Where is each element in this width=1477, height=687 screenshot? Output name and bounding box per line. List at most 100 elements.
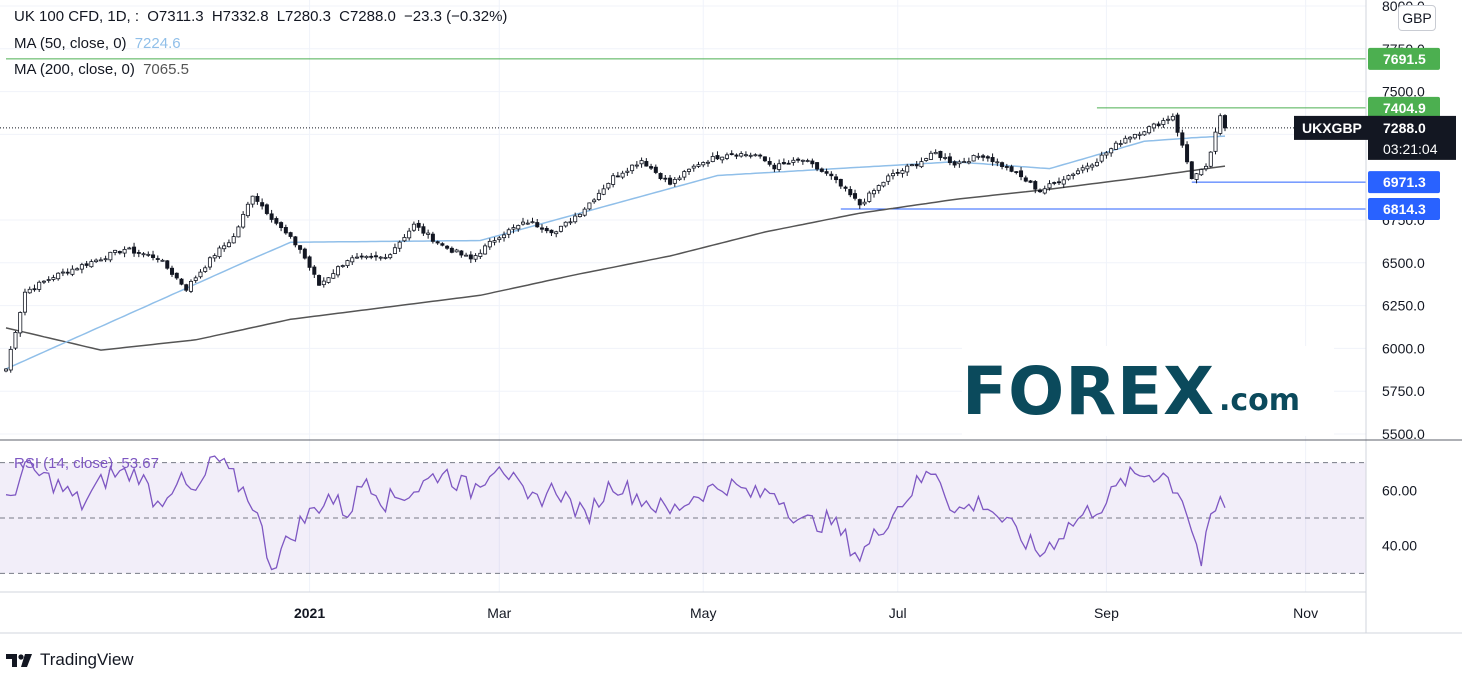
candle-up [525,222,530,225]
candle-up [198,271,203,278]
candle-up [1142,131,1147,136]
price-tick-label: 6500.0 [1382,255,1425,271]
candle-down [853,193,858,199]
candle-up [919,161,924,168]
candle-up [587,202,592,210]
candle-down [895,172,900,174]
candle-up [791,159,796,163]
candle-down [435,241,440,244]
candle-up [976,155,981,158]
candle-up [905,165,910,173]
rsi-tick-label: 40.00 [1382,538,1417,554]
candle-down [307,256,312,268]
candle-down [767,161,772,165]
candle-up [383,256,388,259]
chart-grid [0,0,1366,592]
candle-up [160,259,165,262]
rsi-label: RSI (14, close) [14,455,114,472]
price-tick-label: 6000.0 [1382,340,1425,356]
candle-up [70,268,75,275]
candle-up [193,277,198,281]
candle-up [530,221,535,224]
candle-up [876,185,881,191]
candle-up [492,240,497,243]
candle-up [753,154,758,157]
time-tick-label: Jul [889,605,907,621]
candle-up [900,170,905,174]
low-value: L7280.3 [276,8,331,25]
candle-down [317,275,322,286]
candle-down [468,254,473,260]
candle-up [340,265,345,267]
candle-down [179,278,184,285]
price-tags: 7691.5 7404.9 6971.3 6814.3 UKXGBP 7288.0 03:2… [1294,47,1456,220]
symbol-name[interactable]: UK 100 CFD, 1D, : [14,8,140,25]
candle-up [705,161,710,164]
currency-button[interactable]: GBP [1398,5,1436,31]
candle-down [715,155,720,160]
candle-up [800,159,805,162]
tradingview-logo[interactable]: TradingView [6,650,134,670]
open-value: O7311.3 [147,8,204,25]
candle-up [217,247,222,258]
level-tag-box [1368,197,1440,220]
candle-up [506,229,511,235]
candle-up [682,171,687,178]
candle-up [89,261,94,268]
candle-down [445,245,450,249]
candle-up [41,280,46,283]
candle-down [283,227,288,234]
candle-down [824,171,829,174]
candle-down [1000,162,1005,167]
candle-up [573,215,578,223]
ma200-legend[interactable]: MA (200, close, 0) 7065.5 [14,61,193,78]
candle-down [796,158,801,161]
candle-up [226,242,231,248]
candle-up [103,258,108,261]
candle-down [174,272,179,279]
candle-up [928,152,933,160]
candle-up [4,368,9,372]
candle-up [971,155,976,162]
candle-up [1204,165,1209,170]
candle-up [872,190,877,195]
forex-watermark: FOREX .com [962,346,1334,436]
candle-up [27,288,32,294]
candle-down [838,178,843,187]
candle-up [22,291,27,313]
level-tag-value: 6814.3 [1383,201,1426,217]
candle-up [464,254,469,257]
candle-down [373,255,378,258]
ma50-legend[interactable]: MA (50, close, 0) 7224.6 [14,35,185,52]
candle-up [568,221,573,224]
high-value: H7332.8 [211,8,269,25]
level-tag-box [1368,171,1440,194]
candle-down [136,252,141,254]
candle-down [1185,144,1190,163]
candle-down [1023,177,1028,182]
candle-up [426,232,431,235]
candle-up [577,213,582,218]
candle-down [255,195,260,202]
candle-up [862,201,867,205]
ma200-path [5,165,1226,351]
rsi-legend[interactable]: RSI (14, close) 53.67 [14,455,163,472]
candle-down [302,248,307,259]
rsi-value: 53.67 [121,455,159,472]
candle-down [668,177,673,185]
candle-down [615,175,620,178]
candle-down [734,154,739,157]
candle-down [449,247,454,253]
candle-down [459,250,464,256]
level-tag-value: 7404.9 [1383,100,1426,116]
candle-down [1019,170,1024,178]
candle-up [672,178,677,184]
candle-down [653,166,658,173]
candle-up [1071,173,1076,176]
candle-up [236,226,241,238]
candle-up [188,280,193,292]
candle-up [1123,137,1128,144]
price-tick-label: 7500.0 [1382,84,1425,100]
candle-down [132,246,137,254]
candle-up [639,160,644,165]
